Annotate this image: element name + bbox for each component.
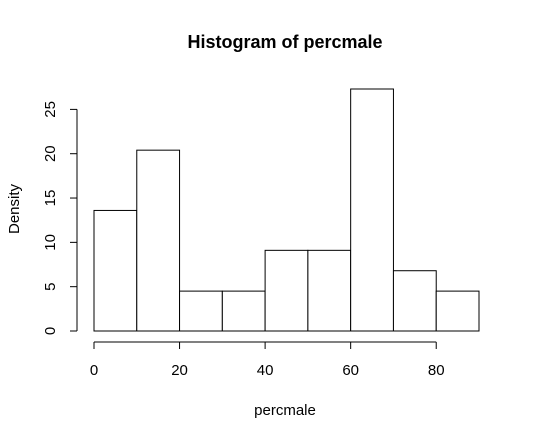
y-tick-label: 0 <box>42 327 59 335</box>
histogram-bar-4 <box>221 290 266 332</box>
x-tick-label: 0 <box>90 362 98 379</box>
histogram-bar-2 <box>136 149 181 332</box>
x-tick-label: 60 <box>342 362 359 379</box>
y-tick-label: 15 <box>42 190 59 207</box>
x-axis: 0 20 40 60 80 <box>90 341 445 379</box>
y-tick-label: 20 <box>42 145 59 162</box>
x-tick-label: 20 <box>171 362 188 379</box>
histogram-bar-9 <box>435 290 480 332</box>
y-tick-label: 10 <box>42 234 59 251</box>
y-tick-label: 25 <box>42 101 59 118</box>
histogram-bar-6 <box>307 249 352 332</box>
y-tick-label: 5 <box>42 283 59 291</box>
histogram-bar-8 <box>392 270 437 332</box>
x-tick-label: 40 <box>257 362 274 379</box>
histogram-bar-7 <box>350 88 394 332</box>
chart-title: Histogram of percmale <box>187 32 382 52</box>
histogram-bar-5 <box>264 249 309 332</box>
histogram-bar-3 <box>179 290 223 332</box>
bars-group <box>93 88 480 332</box>
x-axis-label: percmale <box>254 402 316 419</box>
histogram-bar-1 <box>93 209 138 332</box>
y-axis: 0 5 10 15 20 25 <box>42 101 78 335</box>
y-axis-label: Density <box>6 183 23 234</box>
x-tick-label: 80 <box>428 362 445 379</box>
